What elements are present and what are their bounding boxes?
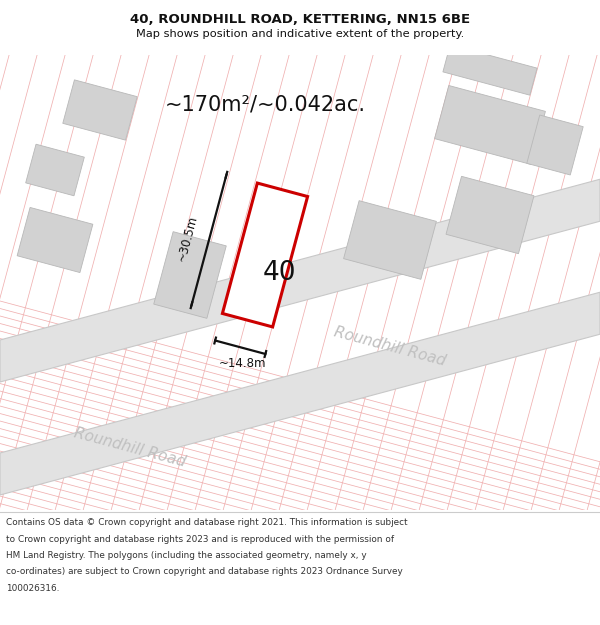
Polygon shape bbox=[223, 183, 308, 327]
Polygon shape bbox=[63, 80, 137, 140]
Polygon shape bbox=[154, 232, 226, 318]
Text: Roundhill Road: Roundhill Road bbox=[73, 426, 188, 470]
Polygon shape bbox=[17, 208, 93, 272]
Polygon shape bbox=[434, 86, 545, 164]
Polygon shape bbox=[446, 176, 534, 254]
Text: Map shows position and indicative extent of the property.: Map shows position and indicative extent… bbox=[136, 29, 464, 39]
Polygon shape bbox=[26, 144, 85, 196]
Polygon shape bbox=[443, 45, 537, 95]
Text: ~30.5m: ~30.5m bbox=[175, 214, 200, 263]
Text: to Crown copyright and database rights 2023 and is reproduced with the permissio: to Crown copyright and database rights 2… bbox=[6, 534, 394, 544]
Text: 100026316.: 100026316. bbox=[6, 584, 59, 593]
Polygon shape bbox=[344, 201, 436, 279]
Polygon shape bbox=[0, 292, 600, 495]
Text: ~170m²/~0.042ac.: ~170m²/~0.042ac. bbox=[165, 95, 366, 115]
Text: Roundhill Road: Roundhill Road bbox=[332, 325, 448, 369]
Text: 40, ROUNDHILL ROAD, KETTERING, NN15 6BE: 40, ROUNDHILL ROAD, KETTERING, NN15 6BE bbox=[130, 13, 470, 26]
Text: co-ordinates) are subject to Crown copyright and database rights 2023 Ordnance S: co-ordinates) are subject to Crown copyr… bbox=[6, 568, 403, 576]
Polygon shape bbox=[0, 179, 600, 382]
Text: Contains OS data © Crown copyright and database right 2021. This information is : Contains OS data © Crown copyright and d… bbox=[6, 518, 407, 527]
Text: 40: 40 bbox=[262, 260, 296, 286]
Polygon shape bbox=[527, 115, 583, 175]
Text: ~14.8m: ~14.8m bbox=[218, 357, 266, 370]
Text: HM Land Registry. The polygons (including the associated geometry, namely x, y: HM Land Registry. The polygons (includin… bbox=[6, 551, 367, 560]
